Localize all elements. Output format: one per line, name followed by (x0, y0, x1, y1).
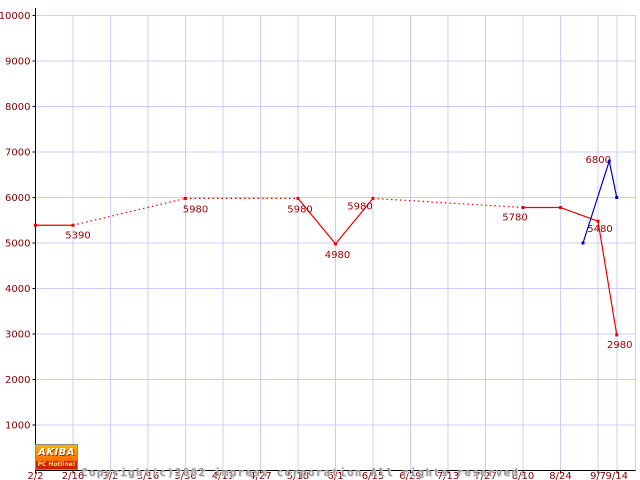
logo-akiba-text: AKIBA (36, 445, 77, 461)
price-history-blue-segment (608, 160, 618, 198)
x-axis-label: 7/27 (474, 471, 496, 480)
y-axis-label: 5000 (5, 239, 30, 250)
y-axis-label: 2000 (5, 375, 30, 386)
price-value-label: 5980 (347, 201, 372, 212)
price-history-red-point (34, 223, 37, 227)
x-axis-label: 3/16 (137, 471, 159, 480)
price-value-label: 6800 (586, 155, 611, 166)
price-history-red-segment (72, 197, 186, 226)
x-axis-label: 8/24 (549, 471, 571, 480)
x-axis-label: 9/7 (590, 471, 606, 480)
price-value-label: 5480 (587, 224, 612, 235)
price-history-red-point (596, 219, 600, 223)
y-axis-label: 6000 (5, 193, 30, 204)
price-history-red-segment (597, 221, 618, 336)
x-axis-label: 8/10 (512, 471, 534, 480)
price-history-red-point (184, 196, 187, 200)
x-axis-label: 6/29 (399, 471, 421, 480)
price-history-red-point (521, 206, 525, 210)
y-axis-label: 3000 (5, 330, 30, 341)
price-history-blue-point (607, 159, 611, 163)
price-value-label: 5390 (65, 230, 90, 241)
price-value-label: 5980 (183, 204, 208, 215)
y-axis-label: 4000 (5, 284, 30, 295)
y-axis-label: 10000 (0, 11, 31, 22)
price-history-red-segment (297, 198, 336, 245)
akiba-pc-hotline-logo: AKIBA PC Hotline! (35, 444, 78, 470)
price-history-blue-segment (582, 160, 610, 244)
price-history-red-point (559, 206, 562, 210)
price-value-label: 4980 (325, 250, 350, 261)
price-history-red-point (334, 242, 337, 246)
x-axis-label: 6/1 (327, 471, 343, 480)
price-value-label: 2980 (607, 340, 632, 351)
y-axis-label: 9000 (5, 57, 30, 68)
x-axis-label: 4/13 (212, 471, 234, 480)
logo-pc-hotline-text: PC Hotline! (36, 461, 77, 469)
x-axis-label: 2/2 (27, 471, 43, 480)
price-history-red-segment (560, 206, 599, 222)
price-history-red-point (615, 333, 619, 337)
price-history-blue-point (581, 241, 585, 245)
price-history-blue-point (615, 196, 619, 199)
price-history-red-segment (335, 198, 374, 245)
x-axis-label: 7/13 (437, 471, 459, 480)
x-axis-label: 3/30 (174, 471, 196, 480)
x-axis-label: 9/14 (606, 471, 628, 480)
price-history-red-point (371, 196, 375, 200)
x-axis-label: 5/18 (287, 471, 309, 480)
price-value-label: 5980 (287, 204, 312, 215)
y-axis-label: 8000 (5, 102, 30, 113)
x-axis-label: 4/27 (249, 471, 271, 480)
price-value-label: 5780 (502, 213, 527, 224)
x-axis-label: 3/2 (102, 471, 118, 480)
footer-copyright: Copyright(c)2002 impress corporation All… (81, 440, 527, 480)
y-axis-label: 1000 (5, 421, 30, 432)
price-history-red-point (296, 196, 300, 200)
copyright-line: Copyright(c)2002 impress corporation All… (81, 466, 527, 479)
price-history-red-point (71, 223, 75, 227)
x-axis-label: 2/16 (62, 471, 84, 480)
y-axis-label: 7000 (5, 148, 30, 159)
x-axis-label: 6/15 (362, 471, 384, 480)
